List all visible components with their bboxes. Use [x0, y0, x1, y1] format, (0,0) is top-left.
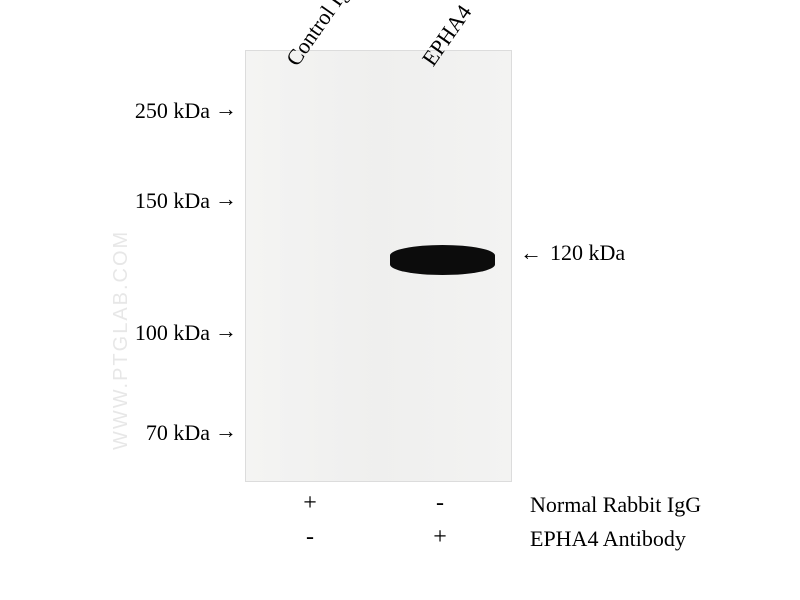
mw-arrow-icon: →: [215, 318, 237, 344]
mw-arrow-icon: →: [215, 418, 237, 444]
result-mw-label: 120 kDa: [550, 240, 625, 266]
mw-label-70: 70 kDa: [100, 420, 210, 446]
result-arrow-icon: ←: [520, 240, 542, 266]
legend-sign: -: [420, 490, 460, 517]
figure-container: WWW.PTGLAB.COM Control IgG EPHA4 250 kDa…: [0, 0, 800, 600]
legend-sign: -: [290, 524, 330, 551]
mw-label-100: 100 kDa: [100, 320, 210, 346]
mw-label-150: 150 kDa: [100, 188, 210, 214]
protein-band: [390, 245, 495, 275]
legend-row-label: Normal Rabbit IgG: [530, 492, 701, 518]
mw-arrow-icon: →: [215, 186, 237, 212]
legend-sign: +: [420, 524, 460, 551]
mw-arrow-icon: →: [215, 96, 237, 122]
legend-sign: +: [290, 490, 330, 517]
legend-row-label: EPHA4 Antibody: [530, 526, 686, 552]
mw-label-250: 250 kDa: [100, 98, 210, 124]
